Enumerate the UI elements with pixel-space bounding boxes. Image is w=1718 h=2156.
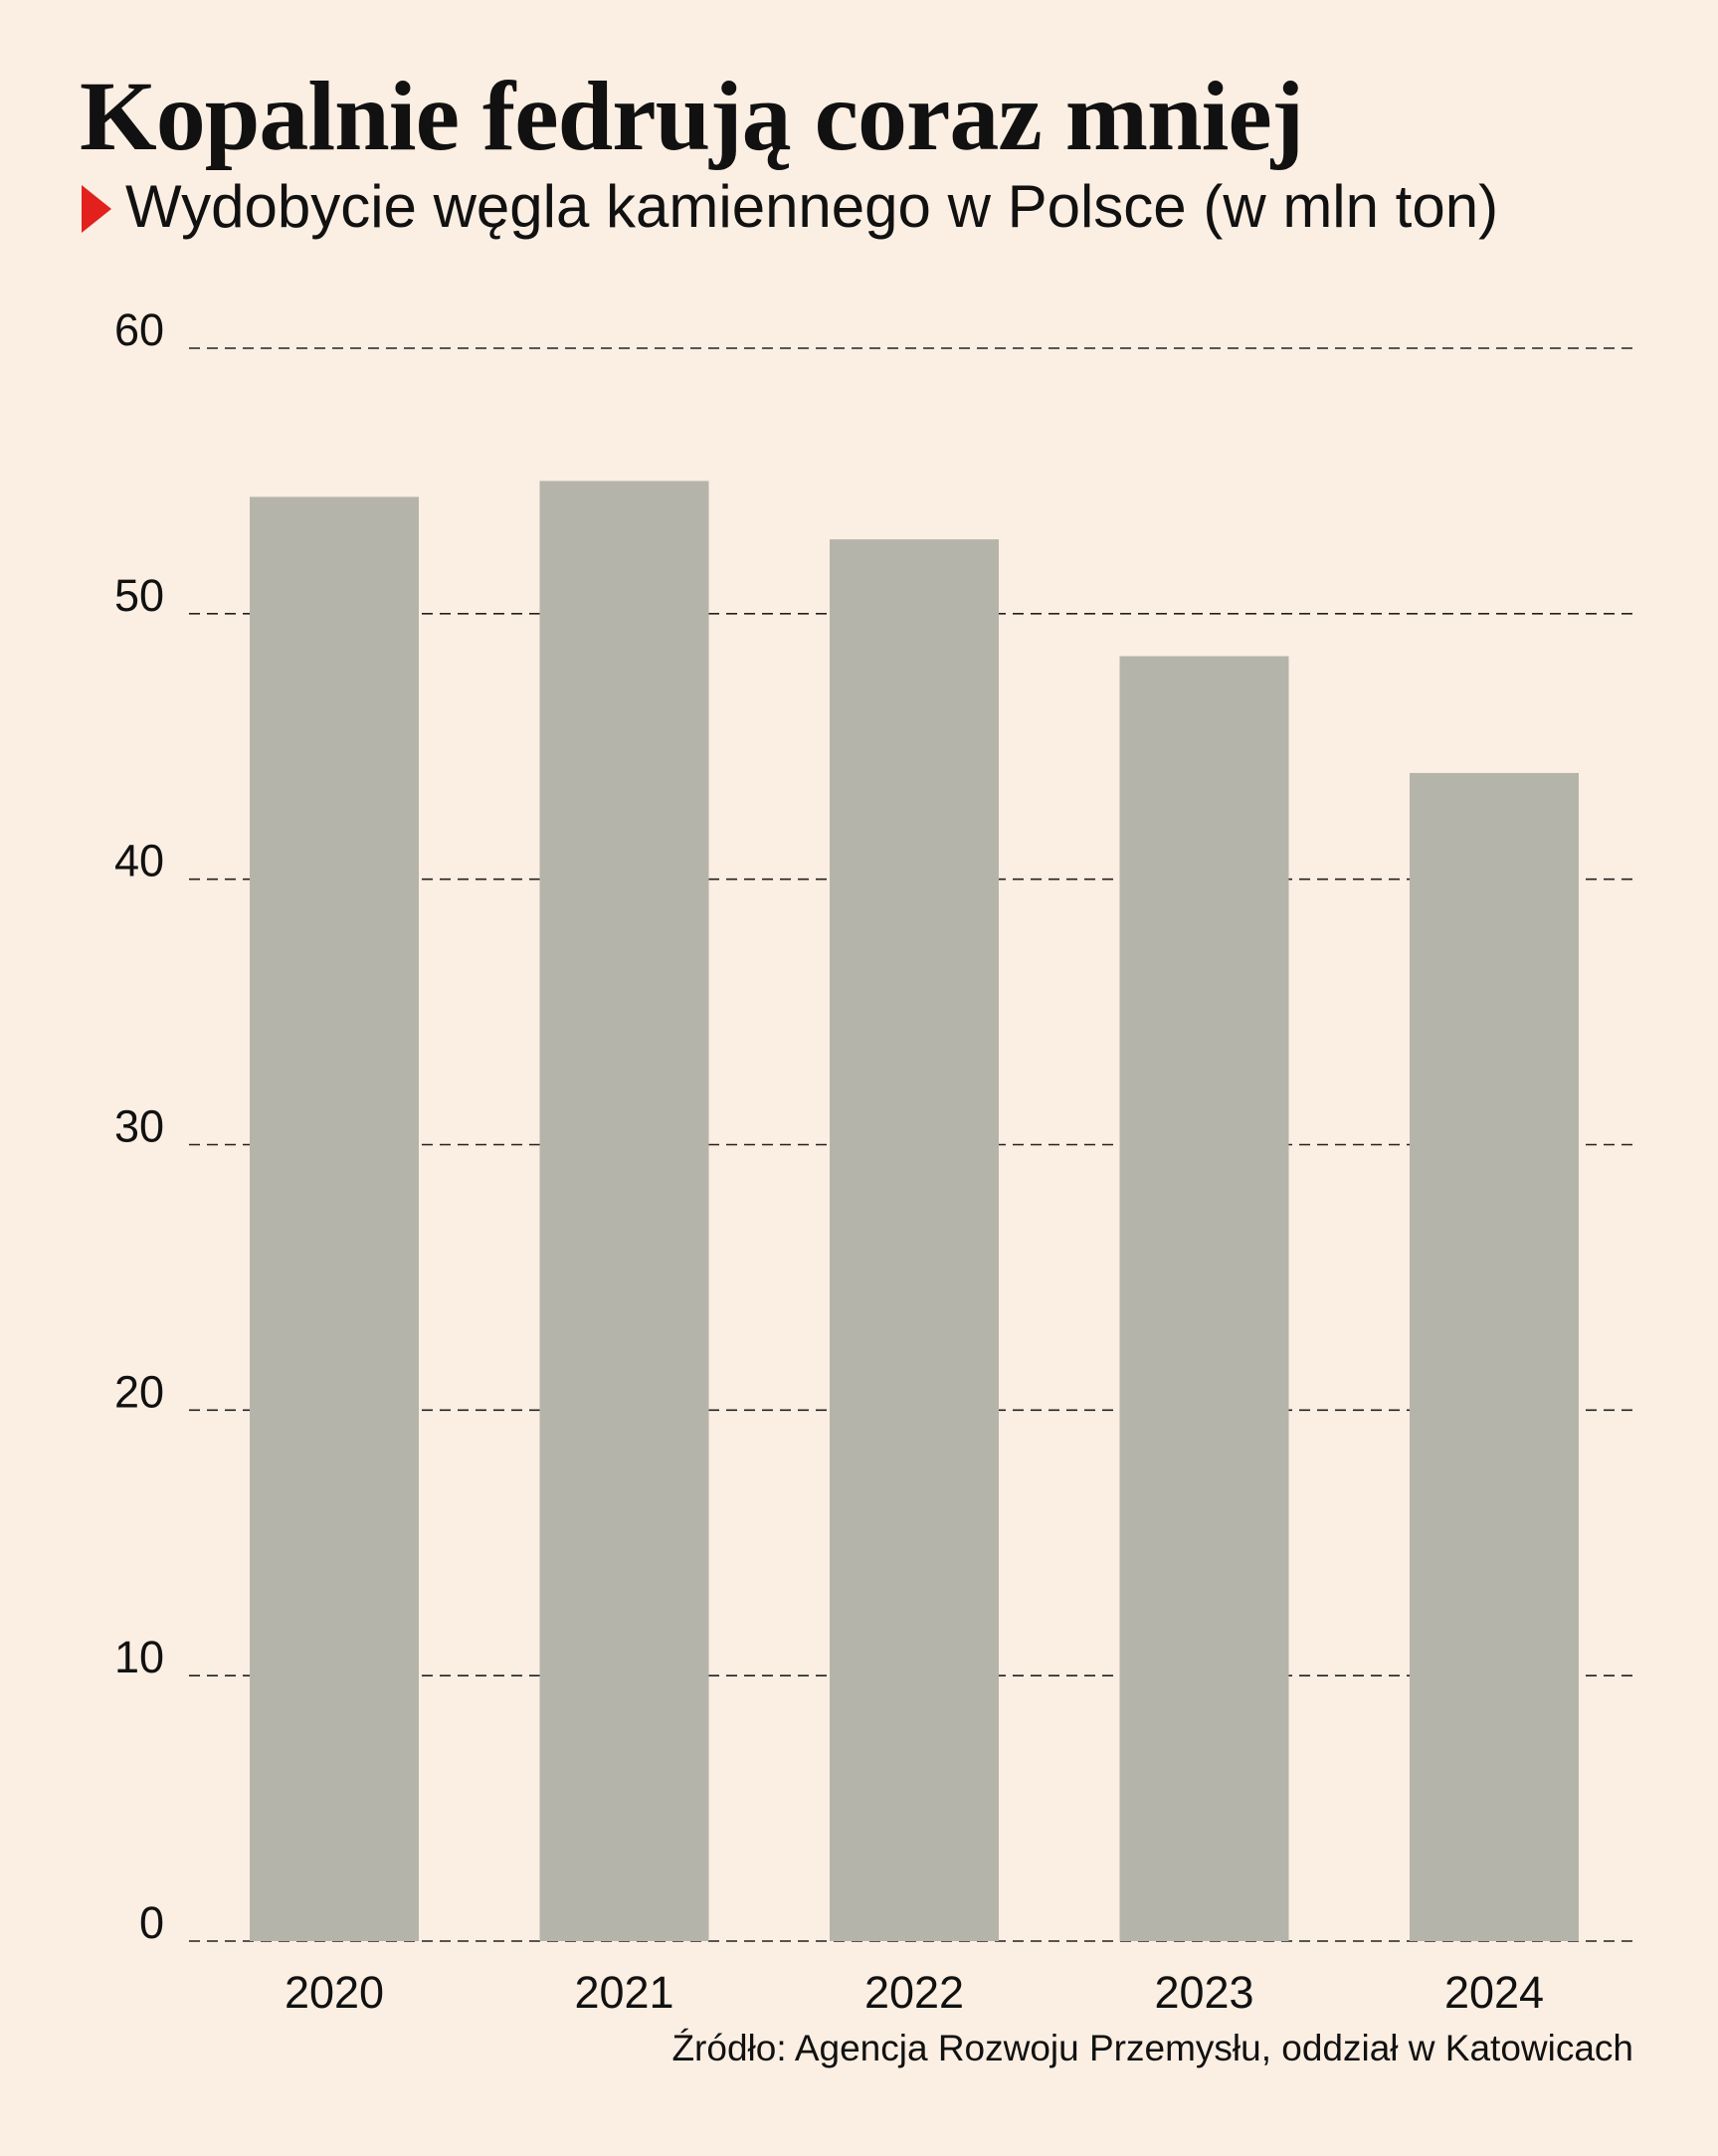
x-tick-label: 2020	[285, 1967, 384, 2018]
chart-subtitle: Wydobycie węgla kamiennego w Polsce (w m…	[125, 173, 1499, 240]
bar-2024	[1410, 772, 1579, 1941]
y-tick-label: 10	[114, 1632, 164, 1682]
bar-2022	[830, 539, 999, 1941]
x-tick-label: 2022	[864, 1967, 964, 2018]
y-tick-label: 60	[114, 304, 164, 355]
y-tick-label: 0	[139, 1897, 164, 1948]
subtitle-row: Wydobycie węgla kamiennego w Polsce (w m…	[82, 171, 1498, 243]
y-tick-label: 30	[114, 1101, 164, 1152]
bar-2023	[1119, 656, 1289, 1942]
y-tick-label: 40	[114, 836, 164, 886]
chart-title: Kopalnie fedrują coraz mniej	[80, 61, 1304, 171]
x-tick-label: 2023	[1154, 1967, 1253, 2018]
bar-2021	[539, 481, 709, 1942]
red-triangle-icon	[82, 185, 111, 233]
x-tick-label: 2024	[1444, 1967, 1544, 2018]
source-note: Źródło: Agencja Rozwoju Przemysłu, oddzi…	[671, 2028, 1633, 2068]
x-tick-label: 2021	[574, 1967, 673, 2018]
y-tick-label: 20	[114, 1366, 164, 1417]
bar-2020	[250, 496, 419, 1942]
y-tick-label: 50	[114, 570, 164, 621]
